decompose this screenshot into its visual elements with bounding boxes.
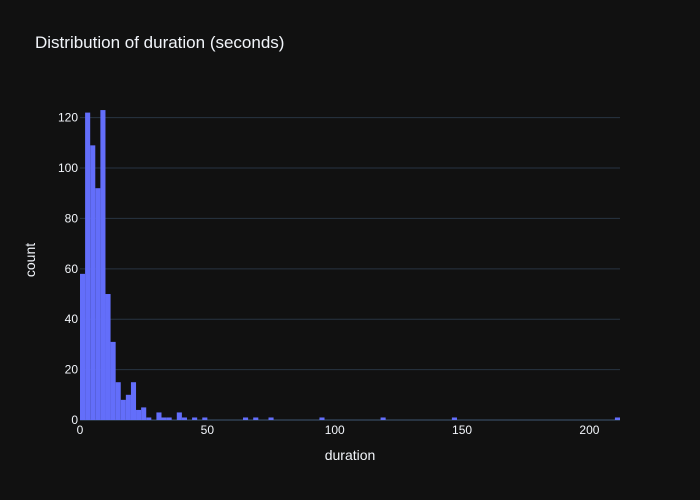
y-tick-label: 120: [58, 111, 78, 125]
histogram-bar[interactable]: [115, 382, 121, 420]
chart-title: Distribution of duration (seconds): [35, 33, 285, 52]
histogram-bar[interactable]: [85, 112, 91, 421]
histogram-bar[interactable]: [614, 417, 620, 420]
histogram-bar[interactable]: [192, 417, 198, 420]
histogram-bar[interactable]: [268, 417, 274, 420]
histogram-bar[interactable]: [146, 417, 152, 420]
histogram-bar[interactable]: [80, 273, 86, 420]
histogram-bar[interactable]: [202, 417, 208, 420]
histogram-bar[interactable]: [253, 417, 259, 420]
x-tick-label: 0: [77, 423, 84, 437]
x-tick-label: 150: [452, 423, 472, 437]
y-axis-title: count: [22, 243, 38, 277]
x-tick-label: 100: [325, 423, 345, 437]
y-tick-labels: 0 20 40 60 80 100 120: [58, 111, 78, 427]
histogram-bar[interactable]: [156, 412, 162, 420]
gridlines: [80, 117, 620, 421]
histogram-bar[interactable]: [125, 394, 131, 420]
histogram-bar[interactable]: [110, 341, 116, 420]
y-tick-label: 20: [65, 363, 79, 377]
y-tick-label: 0: [71, 413, 78, 427]
histogram-bar[interactable]: [90, 145, 96, 421]
histogram-bar[interactable]: [136, 409, 142, 420]
histogram-bar[interactable]: [243, 417, 249, 420]
histogram-bar[interactable]: [451, 417, 457, 420]
histogram-bar[interactable]: [141, 407, 147, 420]
y-tick-label: 80: [65, 211, 79, 225]
histogram-bar[interactable]: [95, 188, 101, 420]
histogram-bar[interactable]: [105, 294, 111, 420]
histogram-bar[interactable]: [161, 417, 167, 420]
histogram-bar[interactable]: [100, 110, 106, 421]
y-tick-label: 60: [65, 262, 79, 276]
histogram-bar[interactable]: [380, 417, 386, 420]
y-tick-label: 40: [65, 312, 79, 326]
x-tick-labels: 0 50 100 150 200: [77, 423, 600, 437]
histogram-bar[interactable]: [130, 382, 137, 420]
histogram-bar[interactable]: [120, 399, 126, 420]
histogram-bars: [80, 110, 620, 421]
x-tick-label: 200: [579, 423, 599, 437]
histogram-bar[interactable]: [181, 417, 187, 420]
x-tick-label: 50: [201, 423, 215, 437]
histogram-bar[interactable]: [166, 417, 172, 420]
y-tick-label: 100: [58, 161, 78, 175]
x-axis-title: duration: [325, 447, 376, 463]
histogram-bar[interactable]: [319, 417, 325, 420]
histogram-bar[interactable]: [176, 412, 182, 420]
